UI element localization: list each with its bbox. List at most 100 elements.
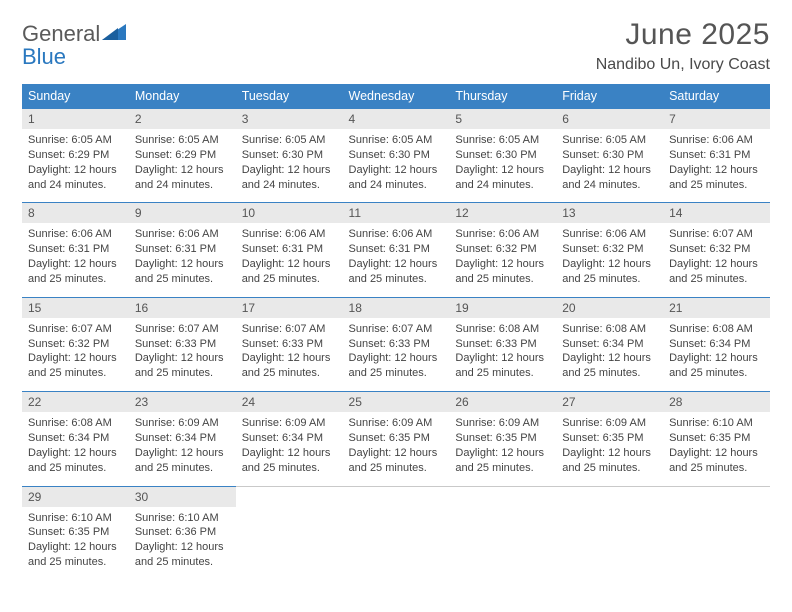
day-number-cell: 12 [449,203,556,224]
day-content-cell [236,507,343,580]
day-number-cell [449,486,556,507]
daylight-line: Daylight: 12 hours and 24 minutes. [349,163,444,193]
weekday-header: Wednesday [343,84,450,109]
sunrise-line: Sunrise: 6:06 AM [455,227,550,242]
day-content-cell: Sunrise: 6:09 AMSunset: 6:35 PMDaylight:… [449,412,556,486]
sunset-line: Sunset: 6:36 PM [135,525,230,540]
day-number-row: 15161718192021 [22,297,770,318]
day-content-cell: Sunrise: 6:05 AMSunset: 6:30 PMDaylight:… [449,129,556,203]
day-content-cell [449,507,556,580]
day-content-row: Sunrise: 6:06 AMSunset: 6:31 PMDaylight:… [22,223,770,297]
day-content-row: Sunrise: 6:07 AM Sunset: 6:32 PM Daylight:… [22,318,770,392]
sunset-line: Sunset: 6:30 PM [455,148,550,163]
day-number-cell: 1 [22,109,129,130]
sunset-line: Sunset: 6:31 PM [349,242,444,257]
logo-text: General Blue [22,22,100,68]
sunset-line: Sunset: 6:34 PM [135,431,230,446]
day-content-cell: Sunrise: 6:08 AMSunset: 6:34 PMDaylight:… [22,412,129,486]
day-number-cell: 19 [449,297,556,318]
sunset-line: Sunset: 6:32 PM [28,337,123,352]
sunrise-line: Sunrise: 6:07 AM [669,227,764,242]
sunrise-line: Sunrise: 6:06 AM [135,227,230,242]
day-content-cell: Sunrise: 6:09 AMSunset: 6:35 PMDaylight:… [556,412,663,486]
sunset-line: Sunset: 6:31 PM [242,242,337,257]
daylight-line: Daylight: 12 hours and 25 minutes. [669,446,764,476]
day-content-cell: Sunrise: 6:05 AMSunset: 6:30 PMDaylight:… [556,129,663,203]
sunrise-line: Sunrise: 6:07 AM [135,322,230,337]
sunset-line: Sunset: 6:29 PM [28,148,123,163]
day-number-cell: 28 [663,392,770,413]
daylight-line: Daylight: 12 hours and 24 minutes. [28,163,123,193]
day-number-row: 1234567 [22,109,770,130]
day-content-cell: Sunrise: 6:05 AMSunset: 6:29 PMDaylight:… [22,129,129,203]
day-number-cell [663,486,770,507]
daylight-line: Daylight: 12 hours and 25 minutes. [455,257,550,287]
sunrise-line: Sunrise: 6:10 AM [135,511,230,526]
location: Nandibo Un, Ivory Coast [596,56,770,74]
day-content-cell: Sunrise: 6:05 AMSunset: 6:30 PMDaylight:… [236,129,343,203]
day-number-cell: 10 [236,203,343,224]
sunrise-line: Sunrise: 6:05 AM [135,133,230,148]
sunset-line: Sunset: 6:35 PM [455,431,550,446]
day-content-cell [556,507,663,580]
sunrise-line: Sunrise: 6:10 AM [28,511,123,526]
day-content-cell [343,507,450,580]
daylight-line: Daylight: 12 hours and 25 minutes. [242,351,337,381]
sunset-line: Sunset: 6:35 PM [669,431,764,446]
sunset-line: Sunset: 6:30 PM [562,148,657,163]
sunrise-line: Sunrise: 6:06 AM [242,227,337,242]
sunrise-line: Sunrise: 6:10 AM [669,416,764,431]
sunset-line: Sunset: 6:33 PM [349,337,444,352]
daylight-line: Daylight: 12 hours and 25 minutes. [242,257,337,287]
day-number-cell: 9 [129,203,236,224]
day-content-cell: Sunrise: 6:05 AMSunset: 6:29 PMDaylight:… [129,129,236,203]
day-number-row: 2930 [22,486,770,507]
day-content-cell [663,507,770,580]
sunset-line: Sunset: 6:33 PM [242,337,337,352]
sunset-line: Sunset: 6:33 PM [455,337,550,352]
sunset-line: Sunset: 6:35 PM [349,431,444,446]
day-content-row: Sunrise: 6:08 AMSunset: 6:34 PMDaylight:… [22,412,770,486]
sunset-line: Sunset: 6:31 PM [28,242,123,257]
sunset-line: Sunset: 6:30 PM [349,148,444,163]
sunrise-line: Sunrise: 6:06 AM [349,227,444,242]
day-number-cell: 16 [129,297,236,318]
day-content-cell: Sunrise: 6:09 AMSunset: 6:34 PMDaylight:… [129,412,236,486]
sunrise-line: Sunrise: 6:07 AM [242,322,337,337]
day-content-cell: Sunrise: 6:06 AMSunset: 6:32 PMDaylight:… [556,223,663,297]
sunrise-line: Sunrise: 6:08 AM [28,416,123,431]
sunset-line: Sunset: 6:35 PM [562,431,657,446]
day-number-cell: 18 [343,297,450,318]
day-content-cell: Sunrise: 6:10 AMSunset: 6:35 PMDaylight:… [22,507,129,580]
day-content-cell: Sunrise: 6:07 AMSunset: 6:32 PMDaylight:… [22,318,129,392]
day-number-cell: 7 [663,109,770,130]
daylight-line: Daylight: 12 hours and 25 minutes. [669,163,764,193]
sunrise-line: Sunrise: 6:05 AM [455,133,550,148]
sunset-line: Sunset: 6:33 PM [135,337,230,352]
sunrise-line: Sunrise: 6:06 AM [562,227,657,242]
weekday-header: Monday [129,84,236,109]
daylight-line: Daylight: 12 hours and 25 minutes. [669,257,764,287]
day-number-cell: 5 [449,109,556,130]
sunrise-line: Sunrise: 6:05 AM [562,133,657,148]
daylight-line: Daylight: 12 hours and 25 minutes. [135,351,230,381]
sunrise-line: Sunrise: 6:09 AM [135,416,230,431]
sunset-line: Sunset: 6:31 PM [135,242,230,257]
daylight-line: Daylight: 12 hours and 25 minutes. [242,446,337,476]
day-content-cell: Sunrise: 6:09 AMSunset: 6:34 PMDaylight:… [236,412,343,486]
sunset-line: Sunset: 6:32 PM [455,242,550,257]
daylight-line: Daylight: 12 hours and 24 minutes. [455,163,550,193]
logo-triangle-icon [102,22,128,44]
sunrise-line: Sunrise: 6:06 AM [28,227,123,242]
daylight-line: Daylight: 12 hours and 25 minutes. [349,446,444,476]
day-number-cell: 17 [236,297,343,318]
day-content-cell: Sunrise: 6:09 AMSunset: 6:35 PMDaylight:… [343,412,450,486]
sunset-line: Sunset: 6:30 PM [242,148,337,163]
day-number-cell: 26 [449,392,556,413]
day-number-cell: 30 [129,486,236,507]
title-block: June 2025 Nandibo Un, Ivory Coast [596,18,770,74]
day-number-cell: 11 [343,203,450,224]
sunset-line: Sunset: 6:34 PM [28,431,123,446]
sunset-line: Sunset: 6:32 PM [562,242,657,257]
day-content-cell: Sunrise: 6:08 AMSunset: 6:34 PMDaylight:… [556,318,663,392]
